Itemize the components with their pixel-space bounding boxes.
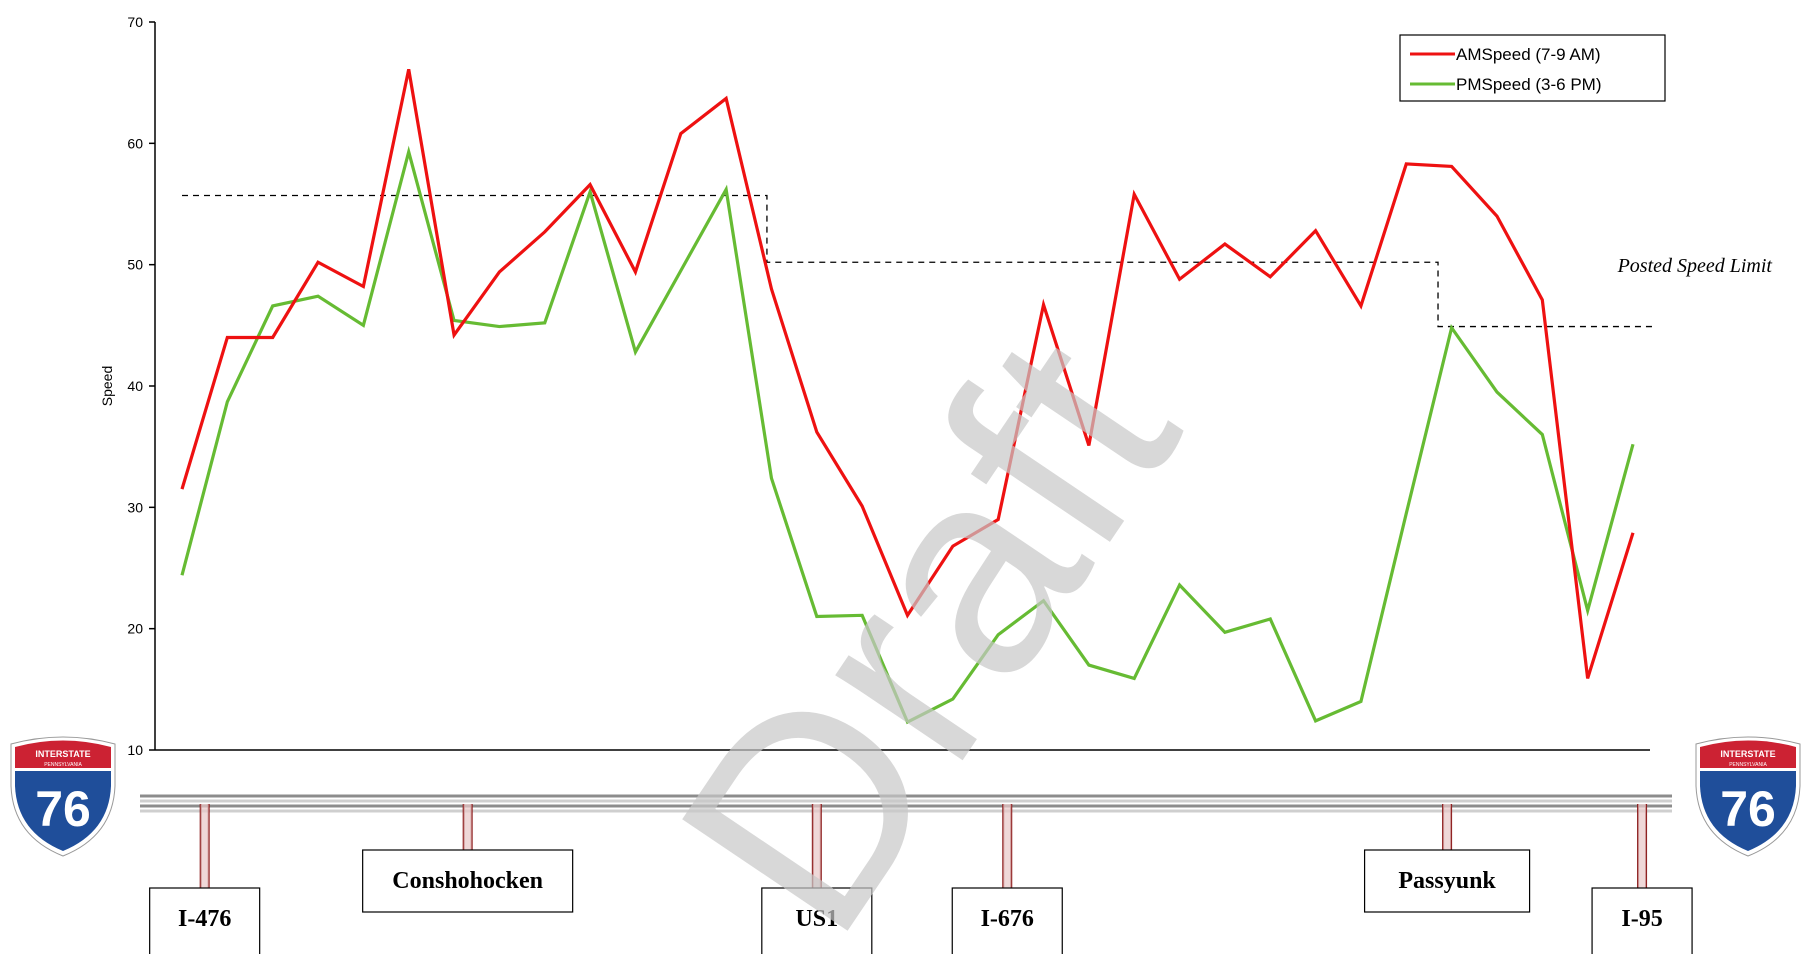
interchange-connector-fill	[1003, 804, 1012, 888]
shield-number: 76	[35, 781, 91, 837]
interchange-connector-fill	[200, 804, 209, 888]
interchange-box	[951, 887, 1063, 954]
interstate-shield-right: INTERSTATE PENNSYLVANIA 76	[1695, 736, 1801, 857]
series-line-1	[180, 145, 1635, 725]
posted-speed-limit: Posted Speed Limit	[182, 194, 1773, 328]
draft-watermark: Draft	[617, 282, 1238, 954]
legend-entry: AMSpeed (7-9 AM)	[1456, 45, 1601, 64]
interstate-shields: INTERSTATE PENNSYLVANIA 76 INTERSTATE PENNSY…	[10, 736, 1801, 857]
chart-axes: 10 20 30 40 50 60 70 Speed	[99, 14, 1650, 758]
interchange-label: I-95	[1621, 906, 1662, 932]
chart-legend: AMSpeed (7-9 AM) PMSpeed (3-6 PM)	[1399, 34, 1666, 102]
interstate-shield-left: INTERSTATE PENNSYLVANIA 76	[10, 736, 116, 857]
interchange-label: US1	[795, 906, 838, 932]
y-tick-label: 70	[127, 14, 143, 30]
y-tick-label: 10	[127, 742, 143, 758]
interchange-connector-fill	[812, 804, 821, 888]
interchange-label: Conshohocken	[392, 868, 543, 894]
interchange-box	[362, 849, 574, 913]
shield-number: 76	[1720, 781, 1776, 837]
shield-body	[15, 771, 111, 851]
interchange-connector-fill	[1443, 804, 1452, 850]
y-tick-label: 40	[127, 378, 143, 394]
shield-state-text: PENNSYLVANIA	[1729, 762, 1767, 768]
shield-body	[1700, 771, 1796, 851]
interchange-label: Passyunk	[1398, 868, 1496, 894]
y-tick-label: 20	[127, 621, 143, 637]
interchange-box	[761, 887, 873, 954]
watermark: Draft	[617, 282, 1238, 954]
y-tick-label: 60	[127, 135, 143, 151]
interchange-box	[149, 887, 261, 954]
chart-series	[180, 68, 1635, 725]
highway-diagram: I-476 Conshohocken US1 I-676 Passyunk I-95	[140, 794, 1693, 954]
y-tick-label: 30	[127, 499, 143, 515]
legend-box	[1399, 34, 1666, 102]
interchange-box	[1363, 849, 1531, 913]
legend-entry: PMSpeed (3-6 PM)	[1456, 75, 1602, 94]
shield-top-band	[1700, 740, 1796, 768]
interchange-connector-fill	[463, 804, 472, 850]
speed-limit-label: Posted Speed Limit	[1617, 255, 1773, 277]
shield-top-text: INTERSTATE	[35, 749, 90, 759]
shield-state-text: PENNSYLVANIA	[44, 762, 82, 768]
y-tick-label: 50	[127, 257, 143, 273]
shield-top-band	[15, 740, 111, 768]
interchange-box	[1591, 887, 1693, 954]
shield-top-text: INTERSTATE	[1720, 749, 1775, 759]
interchange-label: I-476	[178, 906, 231, 932]
speed-limit-line	[182, 194, 1656, 328]
series-line-0	[180, 68, 1635, 679]
interchange-label: I-676	[981, 906, 1034, 932]
interchange-connector-fill	[1638, 804, 1647, 888]
y-axis-label: Speed	[99, 366, 115, 406]
